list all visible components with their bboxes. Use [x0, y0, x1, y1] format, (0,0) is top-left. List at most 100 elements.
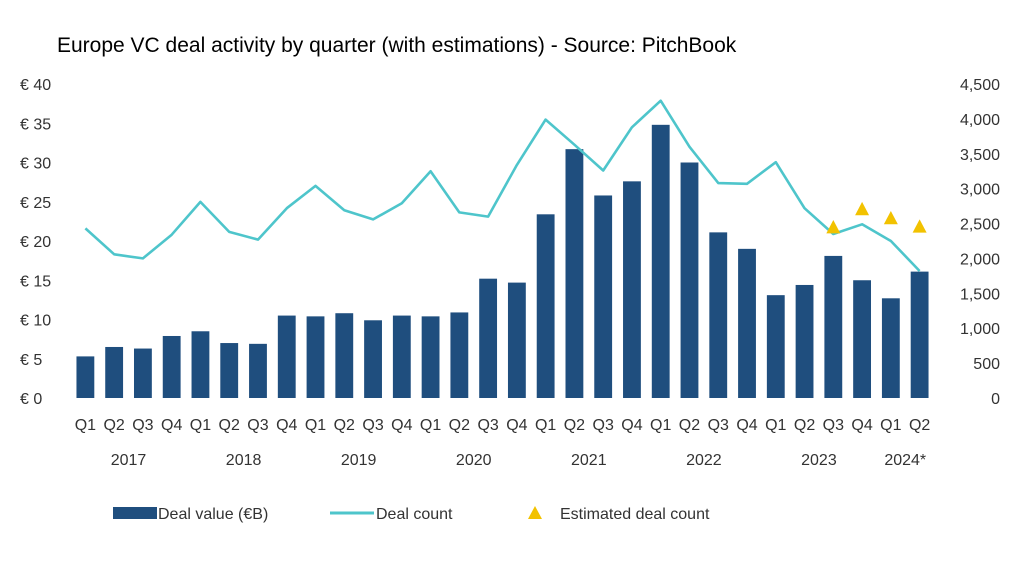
chart-title: Europe VC deal activity by quarter (with…	[57, 34, 737, 57]
bar	[392, 315, 411, 398]
bar	[105, 346, 124, 398]
estimate-marker	[826, 220, 841, 234]
bar	[162, 335, 181, 398]
year-label: 2023	[801, 452, 837, 469]
x-tick-label: Q4	[276, 417, 297, 434]
right-tick-label: 4,500	[960, 77, 1000, 94]
legend-label-deal-value: Deal value (€B)	[158, 506, 268, 523]
x-tick-label: Q1	[535, 417, 556, 434]
bar	[795, 284, 814, 398]
right-tick-label: 0	[991, 391, 1000, 408]
bar-series	[76, 124, 929, 398]
bar	[766, 295, 785, 398]
right-tick-label: 1,000	[960, 321, 1000, 338]
x-tick-label: Q4	[161, 417, 182, 434]
bar	[623, 181, 641, 398]
x-tick-label: Q3	[132, 417, 153, 434]
right-tick-label: 3,000	[960, 182, 1000, 199]
x-tick-label: Q2	[564, 417, 585, 434]
legend-swatch-estimated-deal-count	[528, 506, 542, 519]
x-tick-label: Q1	[880, 417, 901, 434]
bar	[853, 280, 872, 398]
bar	[824, 255, 843, 398]
x-tick-label: Q3	[247, 417, 268, 434]
right-tick-label: 2,000	[960, 251, 1000, 268]
x-tick-label: Q1	[305, 417, 326, 434]
x-tick-label: Q2	[103, 417, 124, 434]
x-tick-label: Q3	[708, 417, 729, 434]
x-tick-label: Q1	[650, 417, 671, 434]
right-tick-label: 4,000	[960, 112, 1000, 129]
x-tick-label: Q2	[794, 417, 815, 434]
bar	[536, 214, 555, 398]
right-tick-label: 1,500	[960, 286, 1000, 303]
x-tick-label: Q2	[909, 417, 930, 434]
year-label: 2020	[456, 452, 492, 469]
year-label: 2024*	[884, 452, 926, 469]
x-tick-label: Q1	[75, 417, 96, 434]
bar	[335, 313, 354, 398]
bar	[680, 162, 699, 398]
x-tick-label: Q1	[190, 417, 211, 434]
left-tick-label: € 20	[20, 234, 51, 251]
bar	[450, 312, 469, 398]
left-tick-label: € 10	[20, 313, 51, 330]
bar	[594, 195, 613, 398]
left-tick-label: € 0	[20, 391, 42, 408]
estimate-marker	[855, 201, 870, 216]
bar	[421, 316, 440, 398]
x-tick-label: Q1	[765, 417, 786, 434]
year-label: 2019	[341, 452, 377, 469]
bar	[364, 320, 382, 398]
legend-swatch-deal-value	[113, 507, 157, 519]
legend: Deal value (€B) Deal count Estimated dea…	[113, 506, 710, 523]
bar	[651, 124, 670, 398]
left-tick-label: € 15	[20, 273, 51, 290]
left-tick-label: € 5	[20, 352, 42, 369]
x-tick-label: Q2	[219, 417, 240, 434]
year-label: 2018	[226, 452, 262, 469]
right-tick-label: 500	[973, 356, 1000, 373]
bar	[220, 343, 239, 398]
legend-label-deal-count: Deal count	[376, 506, 453, 523]
legend-label-estimated-deal-count: Estimated deal count	[560, 506, 710, 523]
year-label: 2021	[571, 452, 607, 469]
bar	[881, 298, 900, 398]
estimate-marker	[883, 210, 898, 225]
left-tick-label: € 40	[20, 77, 51, 94]
bar	[76, 356, 95, 398]
x-axis: Q1 Q2 Q3 Q4 Q1 Q2 Q3 Q4 Q1 Q2 Q3 Q4 Q1 Q2 Q3 Q4 Q1 Q2 Q3 Q4…	[75, 417, 931, 469]
x-tick-label: Q3	[477, 417, 498, 434]
left-tick-label: € 30	[20, 156, 51, 173]
x-tick-label: Q4	[851, 417, 872, 434]
left-tick-label: € 35	[20, 116, 51, 133]
bar	[738, 248, 756, 398]
x-tick-label: Q4	[391, 417, 412, 434]
year-label: 2022	[686, 452, 722, 469]
right-tick-label: 2,500	[960, 217, 1000, 234]
bar	[306, 316, 325, 398]
bar	[249, 343, 267, 398]
estimate-marker	[912, 219, 927, 233]
bar	[565, 149, 584, 398]
year-label: 2017	[111, 452, 147, 469]
bar	[479, 278, 498, 398]
x-tick-label: Q3	[823, 417, 844, 434]
x-tick-label: Q2	[449, 417, 470, 434]
x-tick-label: Q3	[593, 417, 614, 434]
x-tick-label: Q4	[736, 417, 757, 434]
x-tick-label: Q2	[334, 417, 355, 434]
bar	[191, 331, 210, 398]
x-tick-label: Q4	[621, 417, 642, 434]
x-tick-label: Q3	[362, 417, 383, 434]
right-tick-label: 3,500	[960, 147, 1000, 164]
right-axis: 0 500 1,000 1,500 2,000 2,500 3,000 3,500 4,000 4…	[960, 77, 1000, 408]
x-tick-label: Q4	[506, 417, 527, 434]
line-series	[84, 99, 921, 272]
bar	[507, 282, 526, 398]
x-tick-label: Q1	[420, 417, 441, 434]
bar	[910, 271, 929, 398]
bar	[709, 232, 728, 398]
left-tick-label: € 25	[20, 195, 51, 212]
